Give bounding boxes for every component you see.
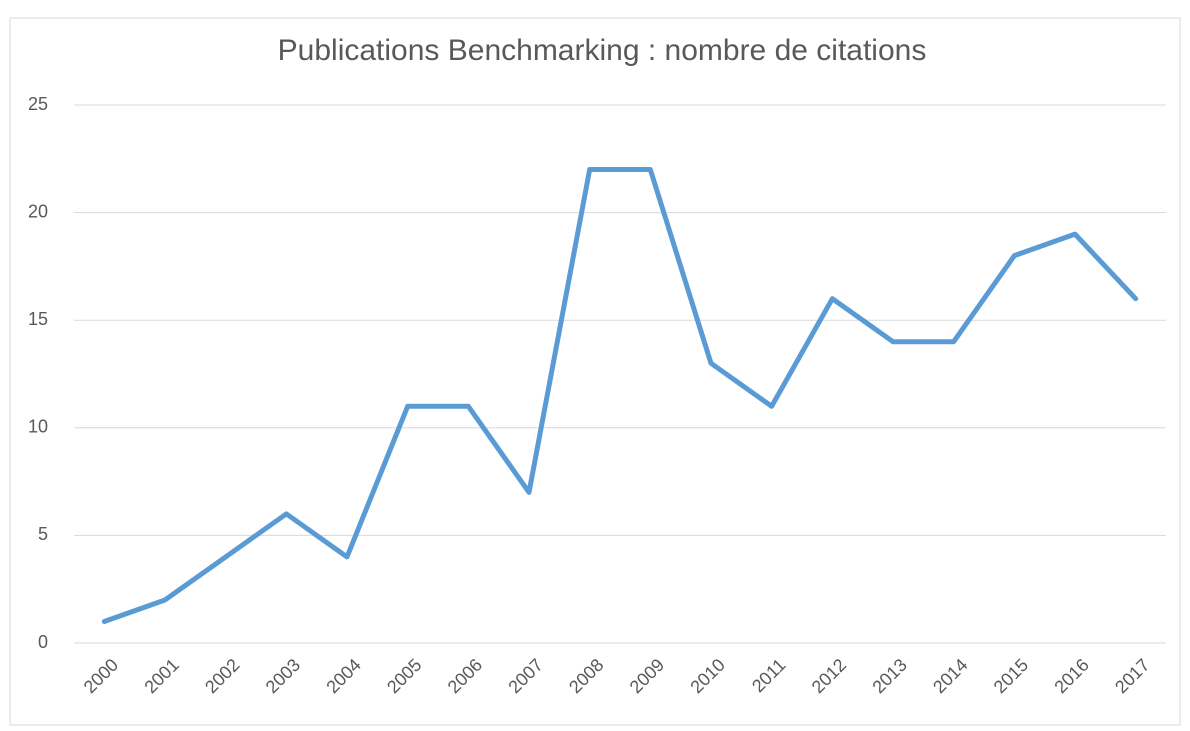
data-line <box>101 167 1139 624</box>
y-tick-label: 25 <box>28 94 48 114</box>
chart-frame <box>9 17 1181 726</box>
y-tick-label: 0 <box>38 632 48 652</box>
y-tick-label: 5 <box>38 524 48 544</box>
chart-title: Publications Benchmarking : nombre de ci… <box>278 34 927 67</box>
y-tick-label: 15 <box>28 309 48 329</box>
y-tick-label: 10 <box>28 417 48 437</box>
y-tick-label: 20 <box>28 201 48 221</box>
